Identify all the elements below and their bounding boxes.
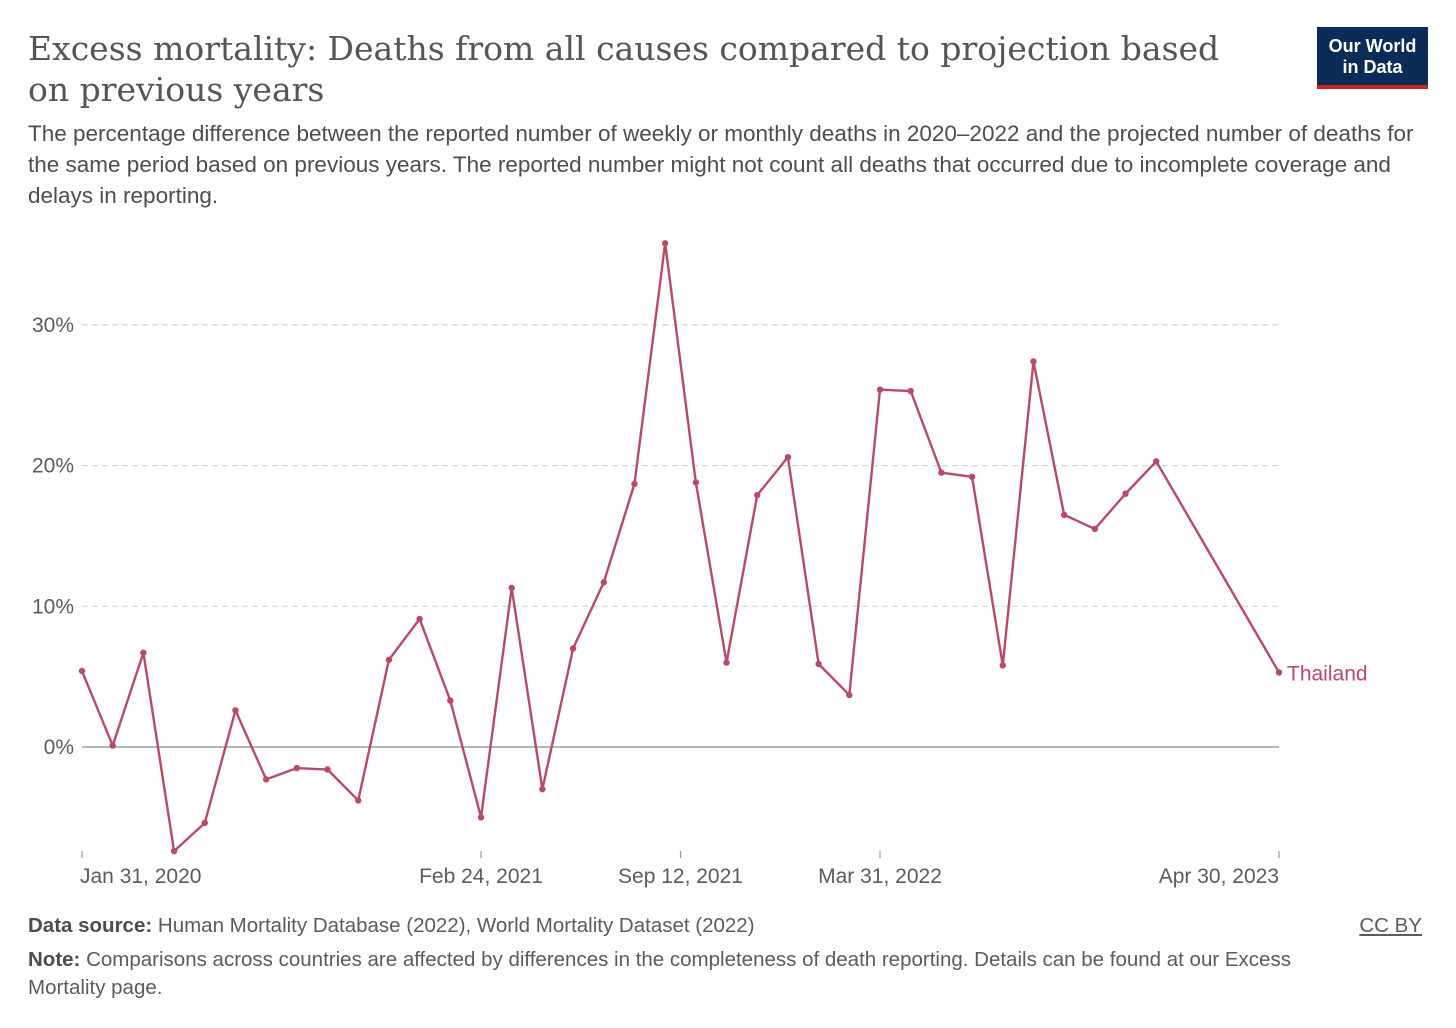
data-point[interactable] — [815, 660, 822, 668]
data-point[interactable] — [324, 766, 331, 773]
data-point[interactable] — [385, 656, 393, 663]
data-point[interactable] — [140, 649, 147, 656]
line-chart: 0% 10% 20% 30% Jan 31, 2020 Feb 24, 2021 Sep … — [32, 240, 1368, 888]
data-point[interactable] — [968, 473, 976, 481]
data-point[interactable] — [232, 707, 239, 714]
note-label: Note: — [28, 948, 81, 971]
data-point[interactable] — [508, 584, 515, 592]
series-label-thailand: Thailand — [1287, 662, 1368, 685]
data-point[interactable] — [201, 819, 208, 827]
grid-lines — [82, 324, 1279, 748]
logo-line-2: in Data — [1342, 57, 1403, 77]
y-tick-label: 0% — [44, 736, 74, 759]
data-point[interactable] — [1122, 490, 1129, 497]
data-point[interactable] — [784, 453, 792, 461]
note-text: Comparisons across countries are affecte… — [28, 948, 1291, 999]
data-source-text: Human Mortality Database (2022), World M… — [157, 914, 755, 937]
series-line-thailand — [80, 242, 1281, 853]
data-point[interactable] — [293, 764, 301, 772]
data-point[interactable] — [692, 479, 700, 486]
data-point[interactable] — [846, 691, 853, 699]
x-tick-label: Feb 24, 2021 — [419, 865, 543, 888]
y-tick-label: 20% — [32, 455, 74, 478]
data-point[interactable] — [999, 662, 1006, 669]
y-tick-label: 10% — [32, 595, 74, 618]
data-point[interactable] — [569, 645, 577, 652]
data-source-label: Data source: — [28, 914, 153, 937]
data-point[interactable] — [1030, 358, 1037, 365]
y-axis: 0% 10% 20% 30% — [32, 314, 74, 759]
owid-logo[interactable]: Our World in Data — [1317, 27, 1428, 89]
data-point[interactable] — [907, 387, 914, 395]
y-tick-label: 30% — [32, 314, 74, 337]
license-link[interactable]: CC BY — [1359, 914, 1422, 937]
data-point[interactable] — [938, 469, 945, 476]
data-point[interactable] — [447, 697, 454, 704]
data-point[interactable] — [109, 742, 116, 749]
data-point[interactable] — [355, 797, 362, 804]
chart-note: Note: Comparisons across countries are a… — [28, 946, 1368, 1002]
data-point[interactable] — [416, 615, 423, 623]
data-point[interactable] — [600, 579, 607, 586]
chart-title: Excess mortality: Deaths from all causes… — [28, 29, 1220, 109]
data-point[interactable] — [631, 480, 638, 488]
data-point[interactable] — [262, 776, 270, 783]
x-tick-label: Mar 31, 2022 — [818, 865, 942, 888]
data-point[interactable] — [539, 786, 546, 793]
data-point[interactable] — [78, 667, 86, 675]
chart-subtitle: The percentage difference between the re… — [28, 121, 1414, 208]
data-source: Data source: Human Mortality Database (2… — [28, 912, 755, 940]
data-point[interactable] — [170, 847, 178, 855]
data-point[interactable] — [876, 386, 884, 393]
x-tick-label: Apr 30, 2023 — [1159, 865, 1279, 888]
series-layer: Thailand — [78, 240, 1368, 855]
data-point[interactable] — [477, 814, 485, 821]
data-point[interactable] — [661, 240, 669, 247]
data-point[interactable] — [1153, 458, 1160, 465]
data-point[interactable] — [723, 659, 730, 666]
logo-line-1: Our World — [1328, 36, 1417, 56]
data-point[interactable] — [1275, 669, 1283, 676]
x-tick-label: Sep 12, 2021 — [618, 865, 743, 888]
data-point[interactable] — [1091, 525, 1099, 533]
x-tick-label: Jan 31, 2020 — [80, 865, 201, 888]
data-point[interactable] — [1060, 511, 1068, 519]
x-axis: Jan 31, 2020 Feb 24, 2021 Sep 12, 2021 Mar … — [80, 851, 1280, 888]
data-point[interactable] — [754, 491, 761, 499]
